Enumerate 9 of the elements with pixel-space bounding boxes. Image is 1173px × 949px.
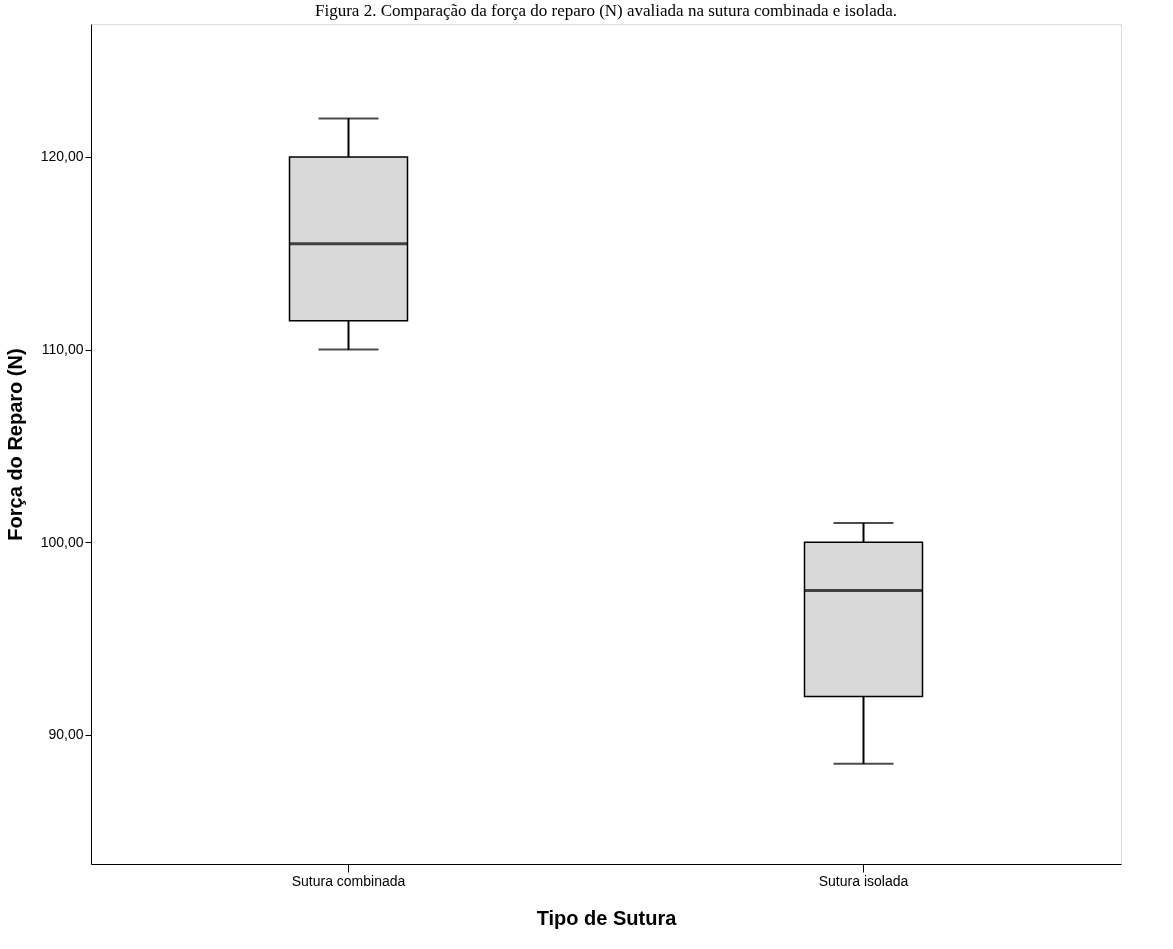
y-axis-title: Força do Reparo (N) <box>3 348 26 541</box>
x-axis-title: Tipo de Sutura <box>536 906 678 929</box>
y-tick-label: 110,00 <box>41 341 84 358</box>
x-tick-label: Sutura combinada <box>291 872 406 889</box>
y-tick-label: 100,00 <box>40 533 84 550</box>
x-tick-label: Sutura isolada <box>818 872 909 889</box>
chart-title: Figura 2. Comparação da força do reparo (N) avaliada na sutura combinada e isolada. <box>314 1 898 20</box>
y-tick-label: 90,00 <box>48 726 84 743</box>
y-tick-label: 120,00 <box>40 148 84 165</box>
